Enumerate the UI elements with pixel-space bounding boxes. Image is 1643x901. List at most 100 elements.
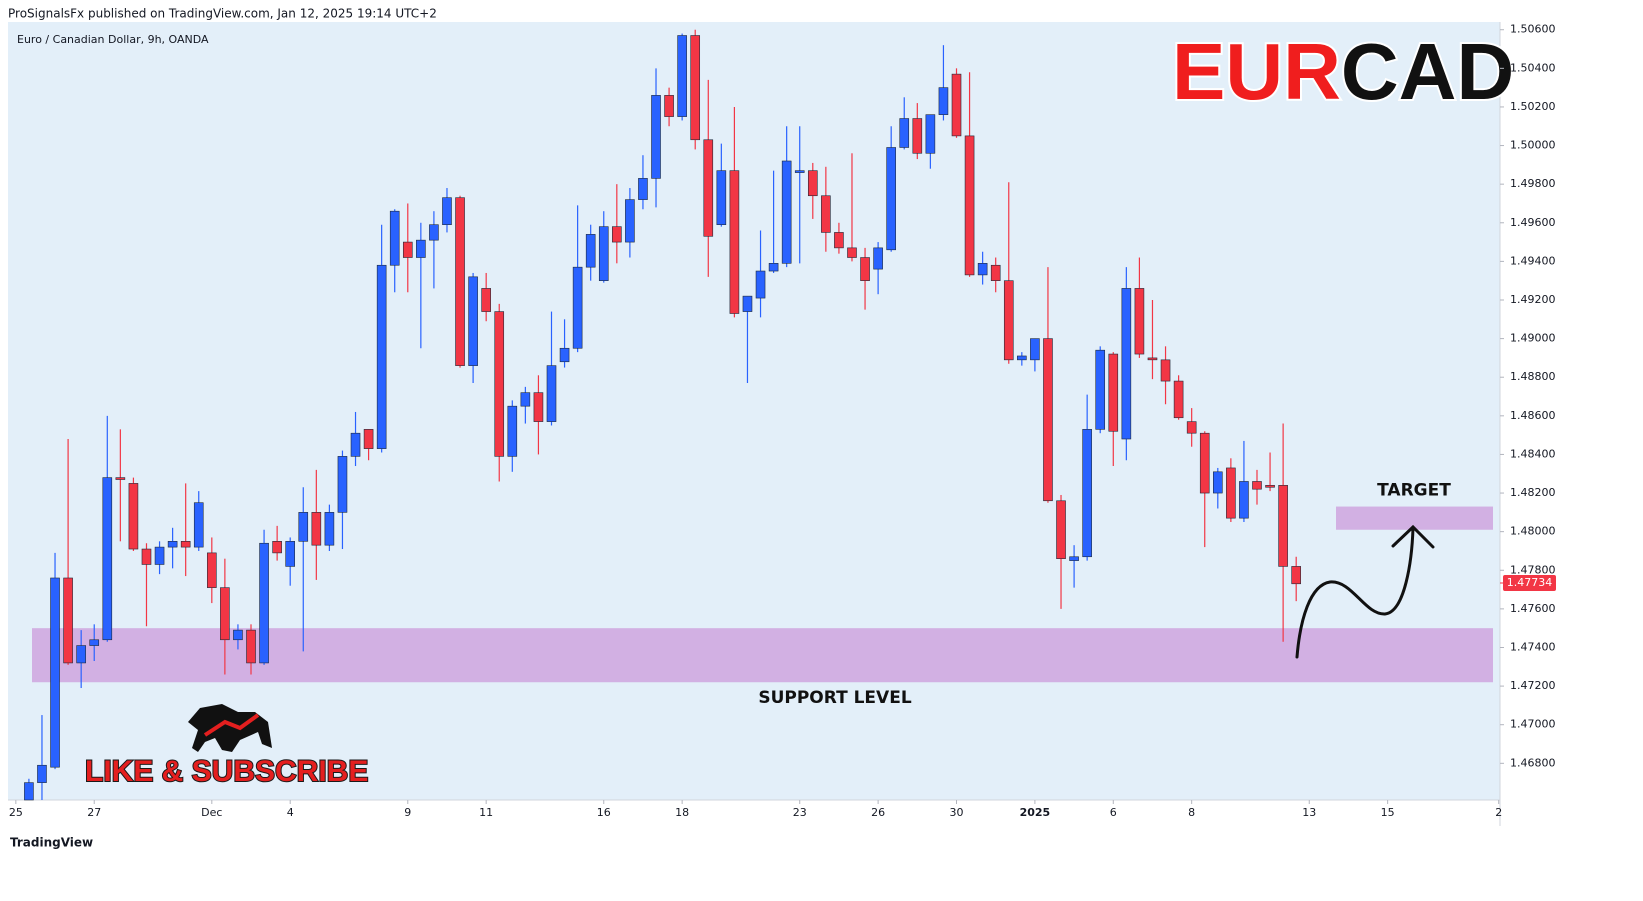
candle-body [821,195,831,233]
y-tick-label: 1.49800 [1510,177,1556,190]
candle-body [977,263,988,276]
candle-body [1186,421,1197,434]
candle-body [964,135,975,276]
candle-body [1003,280,1014,361]
candle-body [598,226,609,281]
y-tick-label: 1.48800 [1510,370,1556,383]
y-tick-label: 1.49000 [1510,332,1556,345]
candle-body [350,432,361,457]
candle-body [1291,566,1301,585]
zone-label: SUPPORT LEVEL [758,688,911,708]
candle-body [742,295,753,312]
y-tick-label: 1.50000 [1510,139,1556,152]
candle-body [180,541,191,548]
y-tick-label: 1.48400 [1510,447,1556,460]
candle-body [585,234,596,268]
candle-body [729,170,740,314]
candle-body [324,512,335,546]
plot-background [8,22,1500,800]
candle-body [807,170,818,197]
candle-body [455,197,465,366]
candle-body [638,178,648,200]
x-tick-label: 2 [1495,806,1502,819]
last-price-box [1503,575,1556,592]
candle-body [625,199,635,243]
footer: TradingView [10,836,93,850]
y-tick-label: 1.48000 [1510,525,1556,538]
candle-body [193,502,204,548]
candle-body [716,170,727,226]
y-tick-label: 1.47400 [1510,640,1556,653]
candle-body [468,276,478,366]
candle-body [37,764,47,783]
candle-body [794,170,805,173]
y-tick-label: 1.47200 [1510,679,1556,692]
candle-body [860,257,870,281]
x-tick-label: 26 [871,806,885,819]
candle-body [1121,288,1132,440]
y-tick-label: 1.48200 [1510,486,1556,499]
bull-logo [188,704,272,752]
call-to-action: LIKE & SUBSCRIBE [85,755,368,788]
zones: SUPPORT LEVEL TARGET [32,481,1493,708]
candle-body [272,541,282,554]
candle-body [376,264,387,449]
candle-body [89,639,100,646]
y-tick-label: 1.50200 [1510,100,1556,113]
candle-body [886,147,896,251]
candle-body [154,546,165,565]
candle-body [507,405,518,457]
zone [1336,506,1493,530]
candle-body [925,114,936,154]
candle-body [429,224,439,241]
candle-body [24,782,34,801]
candle-body [938,87,949,115]
candle-body [1226,467,1236,519]
candle-body [1056,500,1066,559]
x-tick-label: 15 [1381,806,1395,819]
y-tick-label: 1.47600 [1510,602,1556,615]
candle-body [651,95,661,179]
candle-body [847,247,857,258]
candle-body [76,645,86,664]
candle-body [220,587,230,641]
candle-body [63,577,73,664]
candle-body [1173,380,1184,419]
candle-body [834,232,844,249]
candle-body [677,35,687,117]
candle-body [402,241,413,258]
candle-body [546,365,557,422]
candle-body [246,629,256,664]
candle-body [233,629,243,641]
candle-body [533,392,544,422]
candle-body [311,512,322,546]
x-tick-label: 23 [793,806,807,819]
candle-body [259,542,269,664]
candle-body [664,95,674,117]
subtitle: Euro / Canadian Dollar, 9h, OANDA [17,33,209,46]
candle-body [559,347,570,363]
candle-body [951,73,962,137]
y-tick-label: 1.50400 [1510,61,1556,74]
candle-body [1108,353,1119,432]
y-tick-label: 1.48600 [1510,409,1556,422]
zone [32,628,1493,683]
y-tick-label: 1.50600 [1510,23,1556,36]
x-tick-label: 16 [597,806,611,819]
candle-body [1239,481,1249,519]
candle-body [363,429,374,449]
candle-body [481,288,491,312]
y-tick-label: 1.49200 [1510,293,1556,306]
candle-body [1252,481,1262,490]
candle-body [389,210,400,266]
candle-body [207,552,217,588]
symbol-part: CAD [1341,27,1514,116]
symbol-part: EUR [1172,27,1341,116]
x-tick-label: 18 [675,806,689,819]
candle-body [285,541,295,567]
candle-body [572,266,583,349]
candle-body [912,118,923,154]
candle-body [1199,432,1210,494]
candle-body [873,247,883,270]
